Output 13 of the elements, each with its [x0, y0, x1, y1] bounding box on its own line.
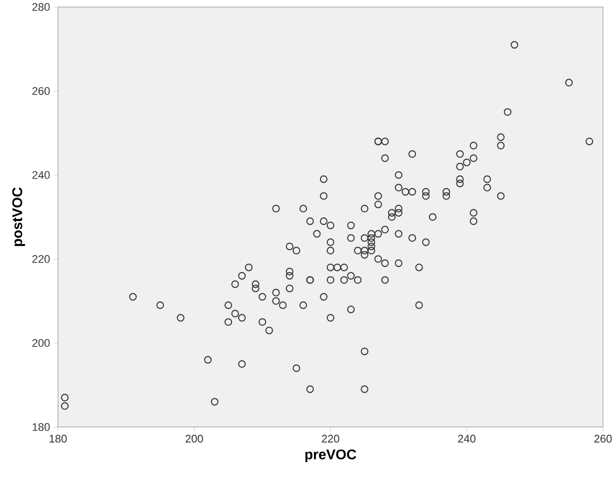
- y-axis-title: postVOC: [12, 187, 25, 246]
- y-tick-label: 180: [32, 423, 50, 431]
- x-tick-label: 200: [186, 434, 203, 443]
- y-tick-label: 260: [32, 87, 50, 95]
- x-tick-label: 260: [594, 434, 612, 443]
- y-tick-label: 280: [32, 3, 50, 11]
- x-tick-label: 180: [50, 434, 67, 443]
- y-tick-label: 200: [32, 339, 50, 347]
- x-tick-label: 220: [322, 434, 340, 443]
- x-axis-title: preVOC: [305, 449, 356, 462]
- x-tick-label: 240: [458, 434, 476, 443]
- y-tick-label: 240: [32, 171, 50, 179]
- y-tick-label: 220: [32, 255, 50, 263]
